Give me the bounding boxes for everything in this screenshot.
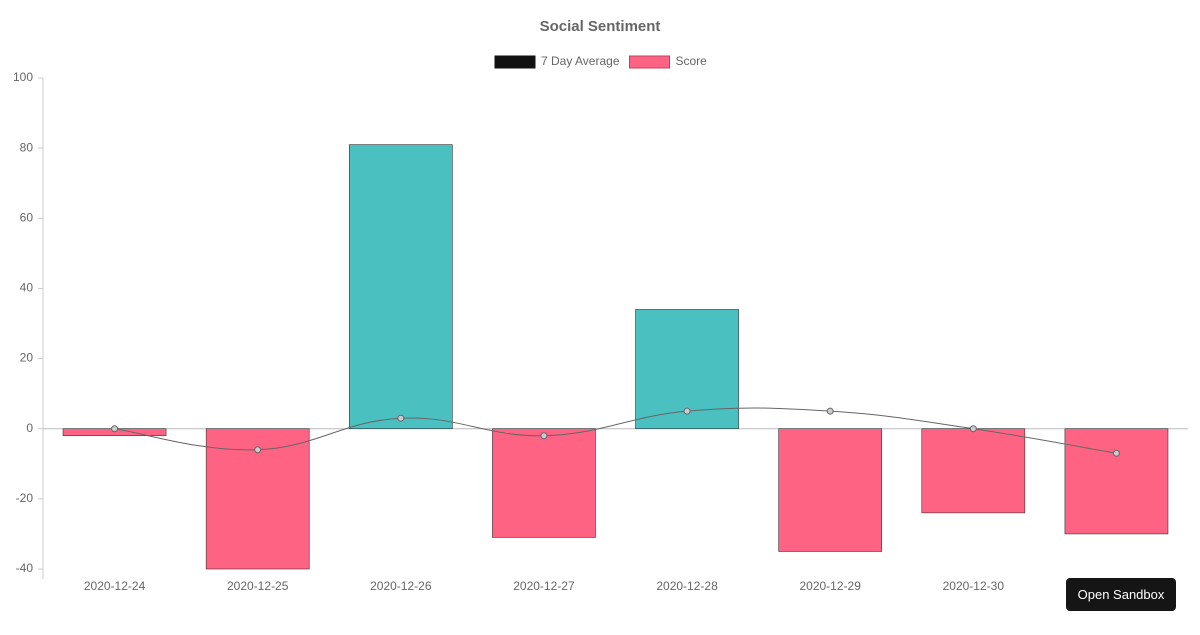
x-tick-label: 2020-12-29 xyxy=(799,579,861,593)
y-tick-label: 20 xyxy=(20,351,34,365)
bar xyxy=(778,428,883,552)
y-tick-label: -20 xyxy=(16,491,34,505)
x-tick-label: 2020-12-25 xyxy=(227,579,289,593)
legend-label: 7 Day Average xyxy=(541,54,620,68)
x-tick-label: 2020-12-30 xyxy=(943,579,1005,593)
legend-swatch xyxy=(629,55,670,69)
x-tick-label: 2020-12-28 xyxy=(656,579,718,593)
legend-swatch xyxy=(494,55,536,69)
average-point xyxy=(397,414,405,422)
average-line xyxy=(114,407,1117,454)
bar xyxy=(921,428,1026,514)
average-point xyxy=(111,425,119,433)
y-tick-label: 0 xyxy=(26,421,33,435)
average-point xyxy=(1112,449,1120,457)
y-tick-label: 80 xyxy=(20,140,34,154)
average-point xyxy=(540,432,548,440)
chart-title: Social Sentiment xyxy=(540,18,661,35)
y-tick-label: 60 xyxy=(20,210,34,224)
y-tick-label: -40 xyxy=(16,561,34,575)
x-tick-label: 2020-12-27 xyxy=(513,579,575,593)
average-point xyxy=(826,407,834,415)
y-tick-label: 40 xyxy=(20,281,34,295)
average-point xyxy=(969,425,977,433)
y-tick-label: 100 xyxy=(13,70,33,84)
bar xyxy=(348,144,453,430)
x-tick-label: 2020-12-26 xyxy=(370,579,432,593)
x-tick-label: 2020-12-24 xyxy=(84,579,146,593)
average-point xyxy=(683,407,691,415)
bar xyxy=(1064,428,1169,535)
legend-label: Score xyxy=(676,54,708,68)
bar xyxy=(492,428,596,538)
open-sandbox-button[interactable]: Open Sandbox xyxy=(1066,578,1176,611)
average-point xyxy=(254,446,262,454)
